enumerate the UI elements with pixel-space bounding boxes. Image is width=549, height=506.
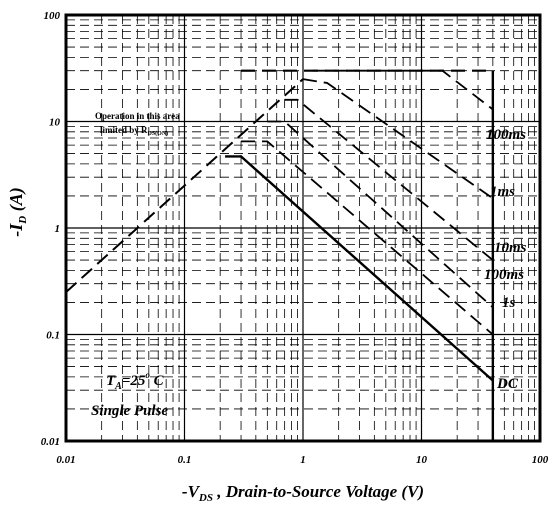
curve-label-1s-4: 1s	[502, 295, 516, 311]
x-tick-label: 0.1	[178, 454, 192, 466]
curve-label-100ms-3: 100ms	[484, 267, 524, 283]
soa-curve-10ms-2	[284, 98, 494, 261]
single-pulse-label: Single Pulse	[91, 403, 168, 419]
rds-annotation: Operation in this area limited by RDS(ON…	[95, 111, 180, 137]
curve-label-dc: DC	[496, 376, 519, 392]
y-tick-label: 100	[44, 10, 61, 22]
soa-curve-1ms-1	[302, 78, 494, 200]
soa-curve-100ms-0	[312, 69, 494, 111]
soa-curve-1s-4	[241, 140, 494, 336]
test-conditions: TA=25o C Single Pulse	[91, 370, 168, 419]
x-tick-label: 10	[416, 454, 428, 466]
y-tick-label: 1	[55, 223, 61, 235]
y-tick-label: 10	[49, 117, 61, 129]
x-axis-label: -VDS , Drain-to-Source Voltage (V)	[182, 482, 424, 504]
annotation-line1: Operation in this area	[95, 111, 180, 121]
tick-layer: 0.01 0.1 1 10 100 0.01 0.1 1 10 100	[41, 10, 549, 466]
annotation-line2: limited by RDS(ON)	[100, 125, 168, 137]
x-tick-label: 0.01	[56, 454, 75, 466]
ambient-temperature: TA=25o C	[106, 370, 165, 392]
soa-curve-dc	[225, 155, 494, 382]
x-tick-label: 1	[300, 454, 306, 466]
soa-curve-100ms-3	[267, 120, 494, 308]
curve-layer: 100ms 1ms 10ms 100ms 1s DC	[65, 69, 527, 441]
plot-frame	[64, 13, 542, 443]
y-axis-label: -ID (A)	[6, 187, 29, 236]
curve-label-100ms-0: 100ms	[486, 127, 526, 143]
rds-on-limit-line	[65, 78, 304, 293]
y-tick-label: 0.1	[46, 330, 60, 342]
y-tick-label: 0.01	[41, 436, 60, 448]
x-tick-label: 100	[532, 454, 549, 466]
curve-label-1ms-1: 1ms	[490, 184, 515, 200]
curve-label-10ms-2: 10ms	[494, 240, 527, 256]
